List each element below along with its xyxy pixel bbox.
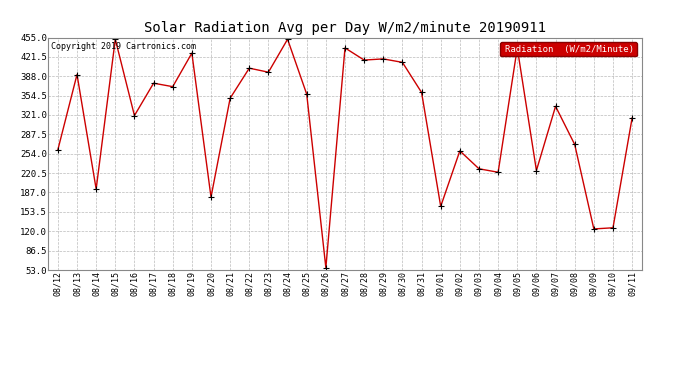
Legend: Radiation  (W/m2/Minute): Radiation (W/m2/Minute) <box>500 42 637 56</box>
Title: Solar Radiation Avg per Day W/m2/minute 20190911: Solar Radiation Avg per Day W/m2/minute … <box>144 21 546 35</box>
Text: Copyright 2019 Cartronics.com: Copyright 2019 Cartronics.com <box>51 42 196 51</box>
